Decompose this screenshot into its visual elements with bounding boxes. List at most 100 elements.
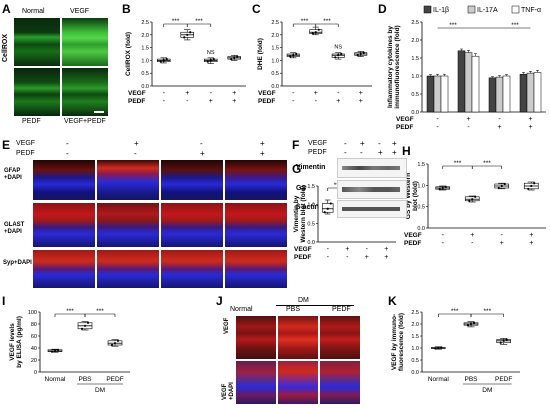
chart-h-point [500, 184, 503, 188]
chart-k-ytick-label: 0.5 [411, 358, 419, 364]
chart-d-ytick-label: 2.0 [411, 38, 419, 44]
blot-row-actin: β-actin [296, 204, 319, 211]
micrograph-syp-1 [33, 250, 95, 288]
pm-e-p4: + [260, 149, 265, 158]
micrograph-j-vegf-pedf [320, 316, 360, 359]
chart-d-ytick-label: 1.5 [411, 56, 419, 62]
chart-c-pedf-sign: - [315, 98, 318, 105]
chart-b-point [212, 58, 215, 61]
micrograph-gfap-3 [161, 160, 223, 200]
chart-b-point [236, 55, 239, 58]
chart-g-vegf-sign: - [327, 246, 330, 253]
chart-i-point [113, 342, 117, 345]
chart-g-pedf-sign: - [346, 254, 349, 261]
chart-g-pedf-sign: + [384, 254, 388, 261]
chart-h-point [474, 195, 477, 198]
chart-g-vegf-sign: + [384, 246, 388, 253]
chart-b-ytick-label: 2.5 [141, 20, 149, 26]
chart-d-ylabel: immunofluorescence (fold) [394, 25, 401, 108]
chart-h-ytick-label: 0.0 [417, 226, 425, 232]
micrograph-glast-3 [161, 203, 223, 247]
micrograph-j-vegf-pbs [278, 316, 318, 359]
panel-j-row-vegf-dapi: VEGF +DAPI [222, 382, 235, 400]
pm-e-v2: + [134, 139, 139, 148]
chart-c-point [359, 52, 362, 56]
panel-e-row-glast: GLAST +DAPI [4, 222, 25, 235]
chart-i-point [116, 339, 120, 342]
chart-i-point [86, 321, 90, 324]
chart-d-pedf-sign: - [467, 124, 470, 131]
micrograph-gfap-1 [33, 160, 95, 200]
chart-h-point [441, 186, 444, 190]
chart-d-bar [519, 73, 528, 113]
micrograph-glast-4 [225, 203, 287, 247]
chart-h-vegf-sign: + [529, 232, 533, 239]
chart-h-point [530, 184, 533, 188]
pm-e-p1: - [66, 149, 69, 158]
chart-h-point [533, 182, 536, 185]
chart-i-xtick-label: PBS [78, 376, 92, 383]
chart-i-xtick-label: PEDF [106, 376, 123, 383]
chart-d-bar [495, 76, 504, 113]
chart-h-ylabel: GS by Western [405, 173, 412, 219]
chart-h-ytick-label: 1.5 [417, 162, 425, 168]
panel-f-letter: F [292, 138, 300, 152]
chart-d-bar [526, 72, 535, 113]
chart-i-point [110, 343, 114, 347]
micrograph-j-dapi-pedf [320, 361, 360, 404]
micrograph-glast-2 [97, 203, 159, 247]
chart-b-point [189, 31, 192, 34]
panel-a-bottom-pedf: PEDF [22, 118, 41, 125]
panel-j-letter: J [216, 294, 223, 308]
chart-h-pedf-label: PEDF [404, 240, 421, 247]
chart-c-ytick-label: 0.0 [271, 84, 279, 90]
chart-d-vegf-sign: - [436, 116, 439, 123]
chart-k-point [499, 341, 502, 344]
chart-d-vegf-sign: + [466, 116, 470, 123]
panel-a-col-vegf: VEGF [70, 8, 90, 15]
chart-g-vegf-sign: + [345, 246, 349, 253]
panel-f-vegf-label: VEGF [308, 140, 328, 147]
micrograph-vegf-pedf [62, 68, 108, 116]
chart-d-vegf-sign: + [528, 116, 532, 123]
chart-d-bar [502, 75, 511, 113]
panel-k-letter: K [388, 294, 397, 308]
chart-c-point [362, 51, 365, 54]
chart-i-point [56, 348, 60, 351]
chart-d-legend-label: IL-17A [477, 7, 498, 14]
chart-d-sig-label: *** [449, 22, 457, 29]
pm-f-v4: + [392, 139, 397, 148]
chart-b-pedf-sign: + [209, 98, 213, 105]
chart-b-sig-label: *** [172, 18, 180, 25]
chart-k-point [502, 339, 505, 342]
chart-d-legend-swatch [423, 5, 432, 14]
chart-b-pedf-sign: + [232, 98, 236, 105]
chart-c-vegf-label: VEGF [258, 90, 276, 97]
panel-h-letter: H [402, 144, 411, 158]
chart-b-ytick-label: 0.5 [141, 71, 149, 77]
chart-c-point [356, 54, 359, 57]
chart-h-point [438, 188, 441, 191]
chart-i-xtick-label: Normal [45, 376, 67, 383]
micrograph-j-dapi-normal [236, 361, 276, 404]
chart-h-pedf-sign: - [442, 240, 445, 247]
pm-f-v2: + [360, 139, 365, 148]
chart-c-point [340, 52, 343, 56]
chart-b-point [165, 58, 168, 61]
chart-i-ytick-label: 40 [31, 346, 37, 352]
chart-h-sig-label: *** [454, 160, 462, 167]
pm-f-v3: - [378, 139, 381, 148]
chart-b-point [206, 60, 209, 63]
chart-d-pedf-sign: - [436, 124, 439, 131]
chart-c-point [334, 56, 337, 59]
chart-d-legend-label: IL-1β [433, 7, 449, 14]
panel-a-bottom-vegf-pedf: VEGF+PEDF [64, 118, 106, 125]
micrograph-syp-3 [161, 250, 223, 288]
chart-d-ytick-label: 2.5 [411, 20, 419, 26]
chart-k-ytick-label: 0.0 [411, 370, 419, 376]
blot-row-gs: GS [296, 185, 307, 192]
chart-c-vegf-sign: - [337, 90, 340, 97]
chart-i-ytick-label: 100 [28, 310, 37, 316]
chart-b-ytick-label: 1.5 [141, 46, 149, 52]
